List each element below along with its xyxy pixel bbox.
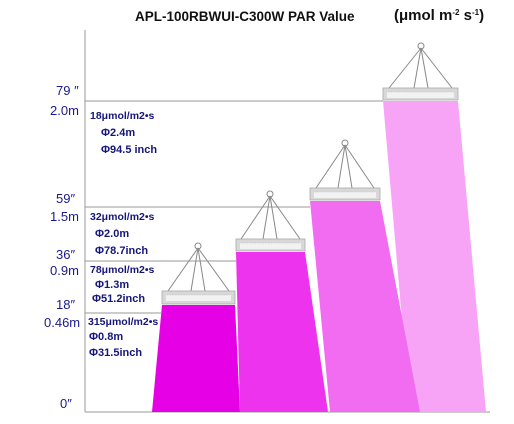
- height-label-inches-1-5m: 59″: [56, 191, 76, 206]
- height-label-meters-0-46m: 0.46m: [44, 315, 81, 330]
- height-label-inches-0-9m: 36″: [56, 247, 76, 262]
- coverage-inches-1-5m: Φ78.7inch: [95, 245, 149, 257]
- coverage-inches-2m: Φ94.5 inch: [101, 144, 158, 156]
- light-beam-0-46m: [152, 305, 240, 412]
- height-label-meters-2m: 2.0m: [50, 103, 79, 118]
- coverage-inches-0-46m: Φ31.5inch: [89, 347, 143, 359]
- coverage-meters-0-9m: Φ1.3m: [95, 279, 130, 291]
- par-value-0-9m: 78μmol/m2•s: [90, 264, 155, 276]
- coverage-inches-0-9m: Φ51.2inch: [92, 293, 146, 305]
- light-beam-2m: [383, 101, 486, 412]
- coverage-meters-1-5m: Φ2.0m: [95, 228, 130, 240]
- coverage-meters-0-46m: Φ0.8m: [89, 331, 124, 343]
- height-label-ground: 0″: [60, 396, 72, 411]
- par-value-1-5m: 32μmol/m2•s: [90, 211, 155, 223]
- par-value-0-46m: 315μmol/m2•s: [88, 316, 159, 328]
- height-label-meters-1-5m: 1.5m: [50, 209, 79, 224]
- led-grow-light-fixture-icon: [161, 42, 459, 305]
- height-label-inches-0-46m: 18″: [56, 297, 76, 312]
- coverage-meters-2m: Φ2.4m: [101, 127, 136, 139]
- height-label-meters-0-9m: 0.9m: [50, 263, 79, 278]
- diagram-title: APL-100RBWUI-C300W PAR Value: [135, 9, 355, 24]
- unit-label: (μmol m-2 s-1): [394, 7, 485, 24]
- light-beam-0-9m: [236, 252, 328, 412]
- light-beam-1-5m: [310, 201, 420, 412]
- par-value-2m: 18μmol/m2•s: [90, 110, 155, 122]
- height-label-inches-2m: 79 ″: [56, 83, 79, 98]
